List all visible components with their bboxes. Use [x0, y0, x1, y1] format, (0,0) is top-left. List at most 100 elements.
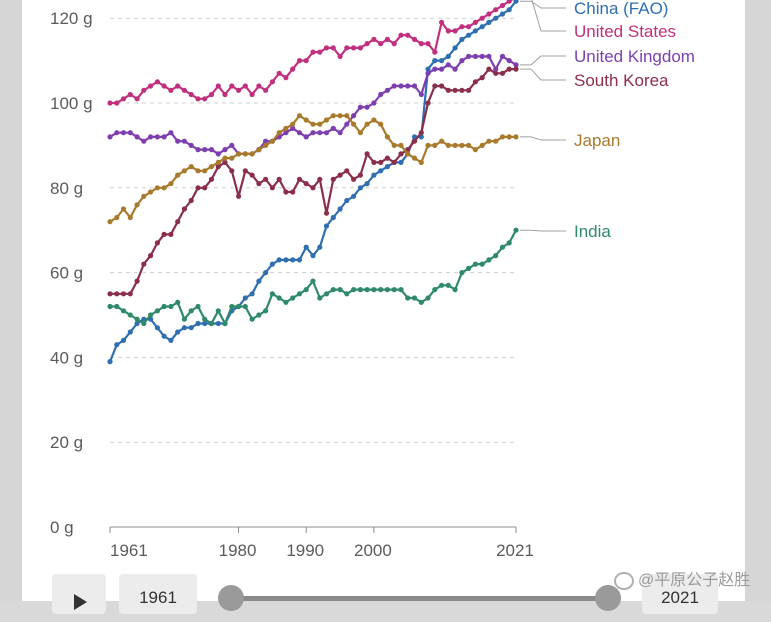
data-point: [195, 147, 201, 153]
label-leader-line: [520, 68, 566, 81]
data-point: [479, 15, 485, 21]
data-point: [499, 244, 506, 250]
data-point: [202, 320, 208, 327]
data-point: [263, 138, 269, 144]
data-point: [337, 113, 343, 119]
data-point: [181, 325, 187, 331]
data-point: [283, 189, 289, 195]
data-point: [384, 134, 390, 140]
data-point: [263, 176, 269, 182]
data-point: [351, 45, 357, 51]
data-point: [296, 291, 303, 297]
data-point: [283, 75, 289, 81]
data-point: [405, 151, 411, 157]
data-point: [499, 2, 506, 9]
label-leader-line: [520, 136, 566, 141]
data-point: [445, 87, 451, 93]
series-label: Japan: [574, 131, 620, 150]
data-point: [283, 125, 289, 131]
data-point: [303, 181, 309, 187]
data-point: [269, 138, 275, 144]
data-point: [459, 142, 465, 148]
data-point: [330, 214, 336, 221]
data-point: [222, 155, 228, 161]
y-tick-label: 60 g: [50, 264, 83, 283]
data-point: [411, 155, 418, 161]
data-point: [499, 11, 506, 17]
timeline-start-handle[interactable]: [218, 585, 244, 611]
data-point: [323, 117, 330, 123]
data-point: [249, 91, 255, 98]
data-point: [229, 168, 235, 174]
data-point: [513, 227, 519, 233]
data-point: [398, 159, 404, 165]
data-point: [127, 291, 133, 297]
data-point: [283, 130, 289, 136]
timeline-slider-track[interactable]: [230, 596, 608, 601]
data-point: [472, 53, 478, 60]
data-point: [134, 134, 140, 140]
data-point: [175, 172, 181, 178]
data-point: [249, 291, 255, 297]
data-point: [188, 308, 194, 314]
data-point: [120, 308, 127, 314]
data-point: [405, 32, 411, 38]
data-point: [384, 287, 390, 293]
data-point: [371, 100, 377, 106]
data-point: [120, 291, 127, 297]
data-point: [114, 130, 120, 136]
start-year-field[interactable]: 1961: [119, 574, 197, 614]
data-point: [411, 36, 418, 43]
data-point: [236, 151, 242, 157]
data-point: [439, 19, 445, 25]
data-point: [364, 41, 370, 47]
data-point: [351, 121, 357, 127]
data-point: [161, 185, 167, 191]
x-tick-label: 2000: [354, 541, 392, 560]
data-point: [472, 19, 478, 25]
data-point: [236, 193, 242, 199]
data-point: [120, 130, 127, 136]
data-point: [513, 0, 519, 4]
data-point: [127, 312, 133, 318]
data-point: [229, 155, 235, 161]
data-point: [459, 270, 465, 276]
y-tick-label: 80 g: [50, 179, 83, 198]
data-point: [256, 181, 262, 187]
series-label: United Kingdom: [574, 47, 695, 66]
axes: 0 g 20 g 40 g 60 g 80 g 100 g 120 g 1961 1980 199…: [50, 9, 534, 560]
data-point: [222, 147, 228, 153]
data-point: [330, 287, 336, 293]
series-label: China (FAO): [574, 0, 668, 18]
data-point: [432, 142, 438, 148]
data-point: [120, 337, 127, 343]
data-point: [472, 261, 478, 267]
screen-frame-right: [745, 0, 771, 601]
data-point: [181, 206, 187, 212]
data-point: [168, 87, 174, 93]
data-point: [120, 96, 127, 102]
data-point: [263, 308, 269, 314]
data-point: [188, 91, 194, 98]
data-point: [479, 75, 485, 81]
data-point: [337, 206, 343, 212]
data-point: [344, 291, 350, 297]
data-point: [215, 151, 221, 157]
data-point: [276, 295, 282, 301]
end-year-field[interactable]: 2021: [642, 574, 718, 614]
data-point: [439, 58, 445, 64]
data-point: [154, 185, 160, 191]
data-point: [127, 214, 133, 221]
data-point: [188, 164, 194, 170]
data-point: [208, 147, 215, 153]
data-point: [323, 223, 330, 229]
play-icon: [74, 594, 87, 610]
data-point: [290, 66, 296, 72]
data-point: [486, 66, 492, 72]
data-point: [215, 320, 221, 327]
timeline-end-handle[interactable]: [595, 585, 621, 611]
data-point: [418, 130, 424, 136]
data-point: [107, 100, 113, 106]
play-button[interactable]: [52, 574, 106, 614]
data-point: [208, 91, 215, 98]
